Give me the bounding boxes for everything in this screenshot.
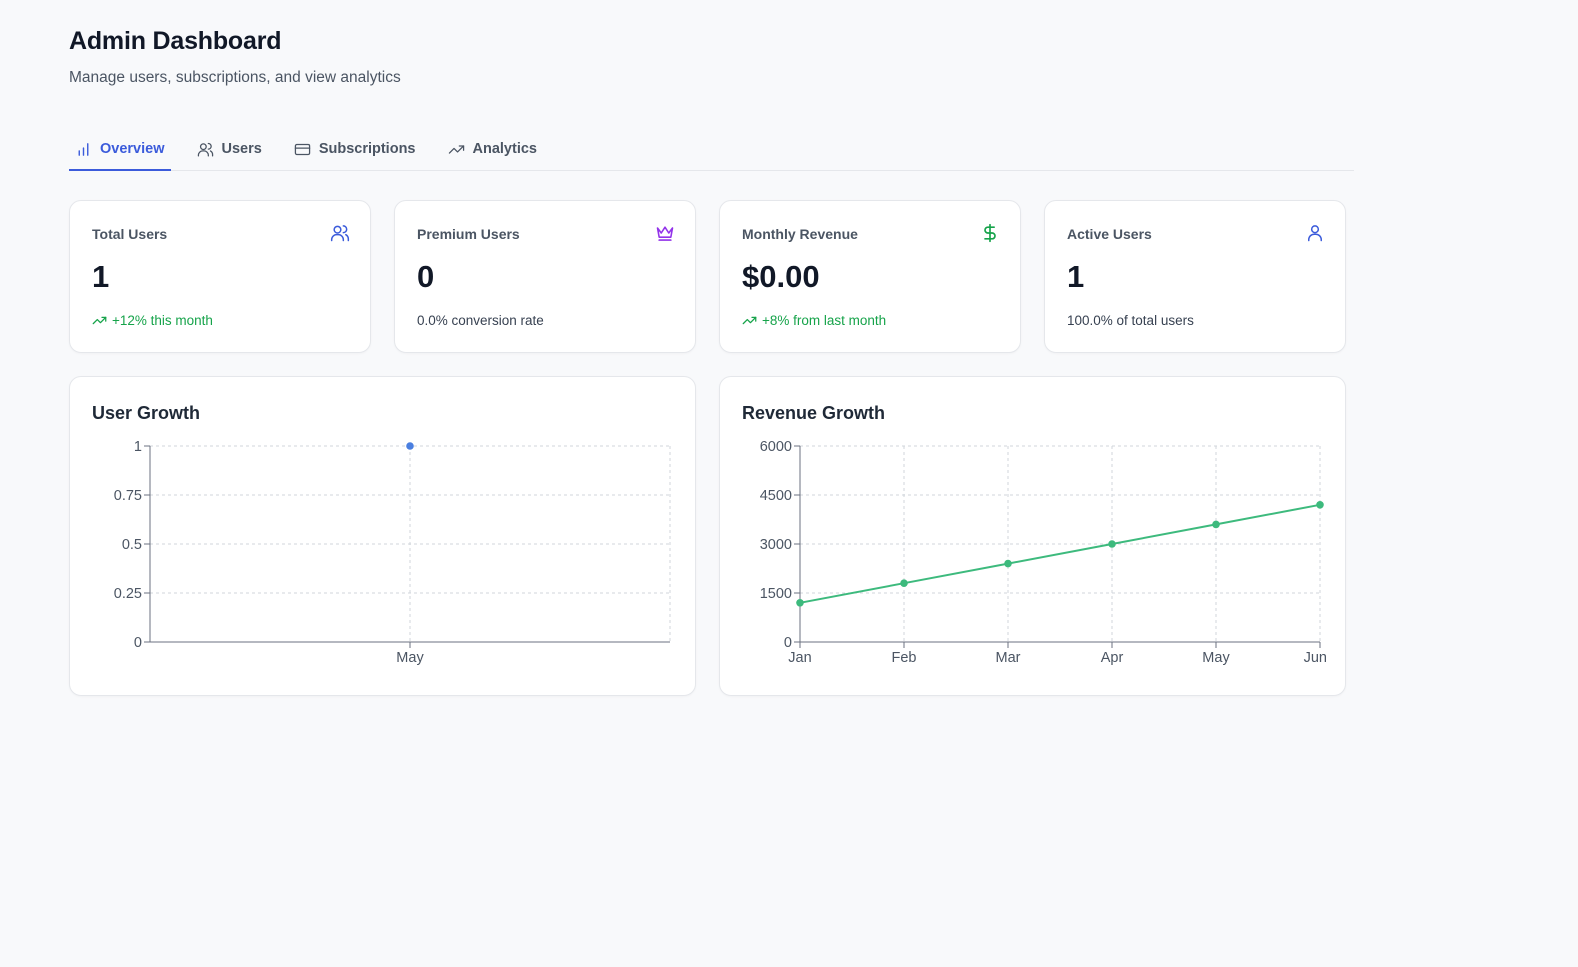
data-point — [1108, 540, 1116, 548]
bar-chart-icon — [78, 142, 89, 156]
user-growth-card: User Growth 0 0.25 0.5 0.75 1 May — [69, 376, 696, 696]
stat-value: 1 — [92, 259, 110, 294]
stat-sub: 100.0% of total users — [1067, 313, 1194, 328]
x-tick-label: May — [1202, 650, 1230, 666]
users-icon — [197, 142, 213, 157]
y-tick-label: 0.25 — [114, 586, 142, 602]
tab-label: Users — [221, 141, 262, 157]
stat-trend: 100.0% of total users — [1067, 313, 1194, 328]
user-icon — [1308, 225, 1322, 242]
chart-title: User Growth — [92, 403, 201, 423]
tab-label: Subscriptions — [318, 141, 416, 157]
stat-trend: 0.0% conversion rate — [417, 313, 544, 328]
data-point — [1212, 520, 1220, 529]
y-tick-label: 0.5 — [122, 537, 142, 553]
x-tick-label: Jun — [1304, 650, 1327, 666]
stats-cards: Total Users 1 +12% this month Premium Us… — [69, 200, 1354, 353]
stat-label: Monthly Revenue — [742, 226, 858, 242]
stat-card-monthly-revenue: Monthly Revenue $0.00 +8% from last mont… — [719, 200, 1021, 353]
revenue-growth-card: Revenue Growth 0 1500 3000 4500 6000 Jan Feb Ma… — [719, 376, 1346, 696]
stat-label: Active Users — [1067, 226, 1152, 242]
stat-card-total-users: Total Users 1 +12% this month — [69, 200, 371, 353]
stat-sub: +12% this month — [112, 313, 213, 328]
trending-up-icon — [742, 316, 757, 325]
user-growth-chart: 0 0.25 0.5 0.75 1 May — [114, 439, 671, 666]
data-point — [406, 442, 414, 450]
x-tick-label: Feb — [892, 650, 917, 666]
data-point — [1004, 559, 1012, 568]
y-tick-label: 1500 — [760, 586, 792, 602]
stat-card-premium-users: Premium Users 0 0.0% conversion rate — [394, 200, 696, 353]
crown-icon — [656, 226, 674, 241]
stat-sub: 0.0% conversion rate — [417, 313, 544, 328]
page-title: Admin Dashboard — [69, 27, 282, 55]
y-tick-label: 0.75 — [114, 488, 142, 504]
revenue-growth-chart: 0 1500 3000 4500 6000 Jan Feb Mar Apr May Jun — [760, 439, 1327, 666]
stat-sub: +8% from last month — [762, 313, 887, 328]
tab-overview[interactable]: Overview — [69, 128, 171, 171]
users-icon — [330, 225, 350, 242]
tab-label: Analytics — [472, 141, 537, 157]
stat-value: 0 — [417, 259, 435, 294]
series-line — [799, 503, 1321, 604]
stat-trend: +12% this month — [92, 313, 213, 328]
stat-label: Total Users — [92, 226, 168, 242]
trending-up-icon — [448, 144, 464, 154]
chart-title: Revenue Growth — [742, 403, 886, 423]
stat-trend: +8% from last month — [742, 313, 886, 328]
stat-label: Premium Users — [417, 226, 520, 242]
x-tick-label: May — [396, 650, 424, 666]
stat-card-active-users: Active Users 1 100.0% of total users — [1044, 200, 1346, 353]
tab-label: Overview — [100, 141, 165, 157]
tab-subscriptions[interactable]: Subscriptions — [288, 128, 422, 170]
dashboard-page: Admin Dashboard Manage users, subscripti… — [69, 26, 1354, 696]
tab-users[interactable]: Users — [191, 128, 268, 170]
data-point — [796, 599, 804, 607]
tab-bar: Overview Users Subscriptions Analytics — [69, 128, 1354, 171]
stat-value: 1 — [1067, 259, 1085, 294]
y-tick-label: 3000 — [760, 537, 792, 553]
y-tick-label: 0 — [134, 635, 142, 651]
credit-card-icon — [294, 143, 311, 155]
tab-analytics[interactable]: Analytics — [442, 128, 543, 170]
trending-up-icon — [92, 316, 107, 325]
data-point — [900, 579, 908, 587]
page-subtitle: Manage users, subscriptions, and view an… — [69, 69, 401, 86]
y-tick-label: 4500 — [760, 488, 792, 504]
y-tick-label: 1 — [134, 439, 142, 455]
x-tick-label: Apr — [1101, 650, 1124, 666]
stat-value: $0.00 — [742, 259, 820, 294]
y-tick-label: 0 — [784, 635, 792, 651]
y-tick-label: 6000 — [760, 439, 792, 455]
data-point — [1316, 501, 1324, 509]
charts-row: User Growth 0 0.25 0.5 0.75 1 May Revenue Gro… — [69, 376, 1354, 696]
x-tick-label: Mar — [996, 650, 1021, 666]
dollar-icon — [984, 223, 996, 243]
x-tick-label: Jan — [788, 650, 811, 666]
